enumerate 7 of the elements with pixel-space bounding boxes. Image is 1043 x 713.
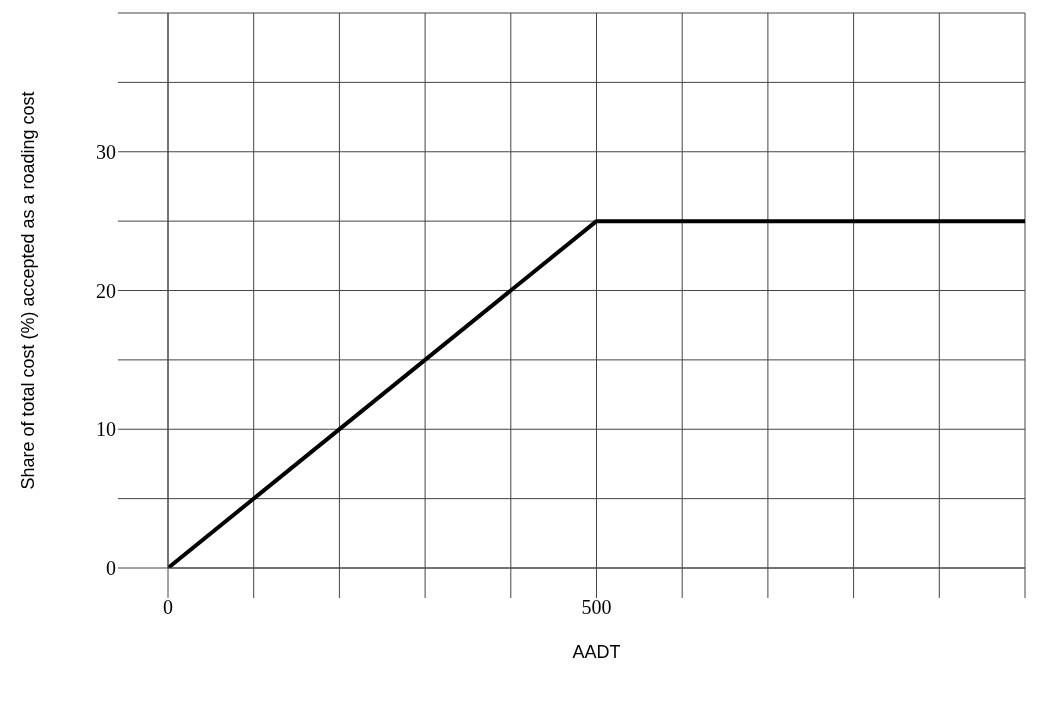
y-tick-label: 10	[96, 418, 116, 441]
x-axis-title: AADT	[572, 642, 621, 662]
y-axis-title: Share of total cost (%) accepted as a roading cost	[18, 91, 39, 490]
y-tick-label: 20	[96, 279, 116, 302]
x-tick-label: 500	[581, 596, 612, 619]
y-tick-label: 0	[106, 557, 116, 580]
y-tick-label: 30	[96, 140, 116, 163]
